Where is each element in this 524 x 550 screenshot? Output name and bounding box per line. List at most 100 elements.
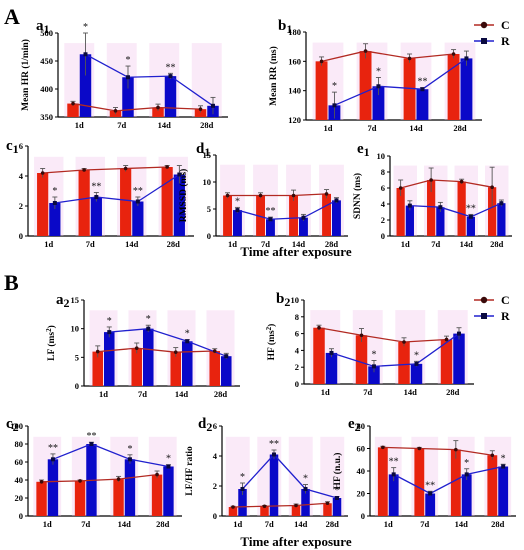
bar-r-c1-7d <box>90 197 102 236</box>
point-r-c2-14d <box>127 457 132 462</box>
bar-c-b1-7d <box>359 51 372 120</box>
point-r-a2-1d <box>107 330 112 335</box>
point-c-d2-14d <box>294 503 298 508</box>
series-line-c-e2 <box>382 446 493 456</box>
sig-mark-a2-1d: * <box>107 316 112 327</box>
y-tick-label-b1-2: 160 <box>288 56 301 66</box>
point-c-b1-28d <box>451 52 456 56</box>
bar-r-e2-1d <box>388 474 399 516</box>
x-tick-label-b2-28d: 28d <box>446 387 460 397</box>
bar-r-e2-7d <box>425 493 436 516</box>
point-c-d2-1d <box>231 505 235 509</box>
x-tick-label-a1-14d: 14d <box>158 120 172 130</box>
point-c-c2-7d <box>78 479 82 483</box>
point-c-e1-14d <box>459 179 464 184</box>
bar-c-d2-14d <box>291 505 301 516</box>
y-tick-label-c2-1: 20 <box>15 493 24 503</box>
bar-c-b1-14d <box>403 58 416 120</box>
x-tick-label-c1-28d: 28d <box>167 239 181 249</box>
x-tick-label-d2-14d: 14d <box>294 519 308 529</box>
series-line-c-c1 <box>42 166 168 174</box>
point-r-b1-14d <box>420 87 425 92</box>
point-c-a1-28d <box>198 107 203 111</box>
bar-r-c1-1d <box>49 203 61 236</box>
bar-c-b2-1d <box>313 327 325 384</box>
point-r-e2-1d <box>391 472 396 477</box>
point-r-b2-1d <box>329 350 334 355</box>
y-tick-label-c1-0: 0 <box>19 231 23 241</box>
x-tick-label-e2-1d: 1d <box>384 519 393 529</box>
y-tick-label-c1-3: 6 <box>19 141 23 151</box>
panel-label-d1: d1 <box>196 141 210 159</box>
series-line-r-e1 <box>409 202 502 218</box>
bar-c-c1-14d <box>120 168 132 236</box>
y-tick-label-e2-2: 40 <box>357 466 366 476</box>
y-tick-label-c2-0: 0 <box>19 511 23 521</box>
x-tick-label-e2-7d: 7d <box>420 519 429 529</box>
y-tick-label-a1-1: 400 <box>40 84 53 94</box>
point-c-b1-1d <box>319 59 324 64</box>
bar-r-a2-1d <box>104 332 115 386</box>
x-tick-label-b2-7d: 7d <box>363 387 372 397</box>
point-r-b1-7d <box>376 84 381 89</box>
point-r-b1-1d <box>332 103 337 108</box>
legend-r-label: R <box>501 34 510 48</box>
y-tick-label-b2-4: 8 <box>295 312 299 322</box>
sig-mark-c1-7d: ** <box>91 182 101 193</box>
point-c-b2-1d <box>317 325 321 330</box>
series-line-c-b2 <box>318 327 447 343</box>
point-c-e1-1d <box>398 186 403 190</box>
bar-c-c1-28d <box>161 167 173 236</box>
panel-b2: b2 HF (ms2) 0 2 4 6 8 10 1d 7d 14d 28d * * <box>265 291 474 397</box>
sig-mark-b1-1d: * <box>332 81 337 92</box>
x-tick-label-c2-1d: 1d <box>43 519 52 529</box>
bar-c-d2-7d <box>260 506 269 516</box>
point-r-c1-14d <box>135 199 140 204</box>
y-tick-label-b2-5: 10 <box>291 295 300 305</box>
x-tick-label-c2-14d: 14d <box>118 519 132 529</box>
point-r-e2-7d <box>428 491 433 496</box>
panel-label-b2: b2 <box>276 291 290 309</box>
sig-mark-c1-14d: ** <box>133 186 143 197</box>
point-r-d1-1d <box>235 208 240 213</box>
bar-r-e2-14d <box>461 474 472 516</box>
x-tick-label-c2-7d: 7d <box>81 519 90 529</box>
point-c-b2-28d <box>444 337 449 342</box>
bar-c-e2-28d <box>487 455 498 516</box>
point-c-e2-14d <box>454 447 458 452</box>
panel-label-c2: c2 <box>6 416 19 434</box>
x-tick-label-e2-28d: 28d <box>491 519 505 529</box>
x-tick-label-d2-1d: 1d <box>233 519 242 529</box>
point-r-c2-28d <box>166 464 171 469</box>
bar-r-d2-14d <box>301 489 310 516</box>
bar-r-a1-7d <box>122 77 134 117</box>
y-axis-label-c1: HRv tri index <box>0 163 1 219</box>
y-tick-label-e1-2: 4 <box>381 199 386 209</box>
y-tick-label-b1-1: 140 <box>288 86 301 96</box>
y-axis-label-d2: LF/HF ratio <box>185 446 195 496</box>
bar-r-a1-1d <box>79 54 92 117</box>
bar-c-c1-1d <box>37 173 49 236</box>
bar-c-c1-7d <box>78 170 90 236</box>
y-tick-label-d1-2: 10 <box>203 177 212 187</box>
point-c-e2-1d <box>381 445 385 450</box>
panel-e1: e1 SDNN (ms) 0 2 4 6 8 10 1d 7d 14d 28d ** <box>352 141 512 249</box>
bar-c-c2-1d <box>36 481 47 516</box>
point-c-d1-14d <box>291 193 296 198</box>
bar-r-d2-7d <box>269 454 279 516</box>
sig-mark-a1-14d: ** <box>165 62 175 73</box>
legend-c-marker <box>480 21 488 29</box>
series-line-r-c2 <box>52 443 169 468</box>
x-tick-label-d1-14d: 14d <box>292 239 306 249</box>
y-tick-label-c2-3: 60 <box>15 457 24 467</box>
point-c-a2-28d <box>212 349 217 353</box>
bar-r-e1-7d <box>436 207 445 236</box>
y-tick-label-d2-1: 2 <box>213 481 217 491</box>
panel-label-d2: d2 <box>198 416 212 434</box>
y-tick-label-c2-5: 100 <box>10 421 23 431</box>
series-line-c-d2 <box>232 502 328 508</box>
bar-r-c1-28d <box>173 174 185 236</box>
point-r-a1-14d <box>168 74 173 79</box>
